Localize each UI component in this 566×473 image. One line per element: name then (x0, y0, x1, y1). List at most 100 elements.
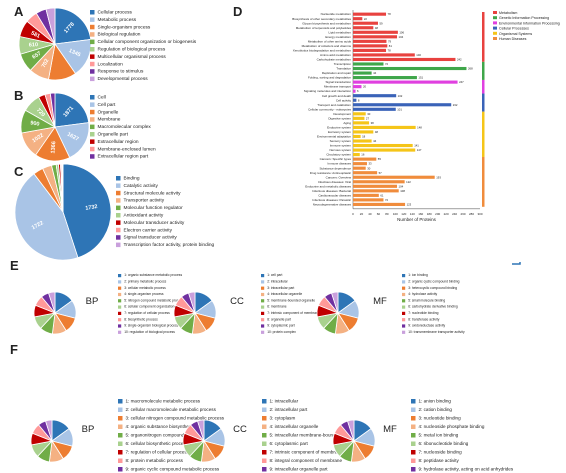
legend-swatch (116, 198, 121, 203)
bar (353, 134, 361, 139)
bar-value-label: 81 (389, 44, 393, 48)
legend-label: Response to stimulus (98, 69, 144, 75)
category-label: Lipid metabolism (328, 30, 351, 34)
pie-title: CC (233, 424, 247, 435)
legend-swatch (261, 299, 265, 303)
legend-swatch (261, 318, 265, 322)
legend-swatch (262, 441, 267, 446)
pie-slice (45, 419, 53, 442)
bar (353, 139, 372, 143)
corner-mark (512, 262, 521, 265)
category-label: Aging (343, 121, 351, 125)
legend-swatch (118, 305, 122, 309)
legend-swatch (262, 399, 267, 404)
bar (353, 193, 379, 197)
legend-swatch (90, 132, 95, 137)
bar (353, 180, 405, 184)
category-label: Metabolism of terpenoids and polyketides (296, 26, 352, 30)
bar-value-label: 242 (457, 58, 462, 62)
category-label: Endocrine and metabolic diseases (305, 184, 351, 188)
pie-slice (54, 92, 90, 128)
bar-value-label: 151 (418, 76, 423, 80)
bar-value-label: 78 (388, 12, 392, 16)
legend-label: 4: intracellular organelle (270, 424, 319, 429)
x-tick-label: 260 (461, 212, 466, 216)
bar-value-label: 104 (399, 35, 404, 39)
group-band (482, 12, 485, 62)
legend-swatch (402, 324, 406, 328)
legend-label: Cellular Processes (499, 27, 529, 31)
legend-swatch (402, 292, 406, 297)
category-label: Circulatory system (326, 153, 351, 157)
pie-slice (54, 7, 92, 45)
legend-label: 9: organic cyclic compound metabolic pro… (126, 467, 220, 472)
legend-label: Developmental process (98, 76, 149, 82)
bar-value-label: 72 (385, 62, 389, 66)
legend-label: 4: nucleoside phosphate binding (419, 424, 485, 429)
legend-label: Cell part (98, 102, 117, 108)
legend-label: Binding (124, 176, 140, 182)
bar-value-label: 59 (379, 21, 383, 25)
category-label: Substance dependence (319, 166, 351, 170)
bar-value-label: 44 (373, 71, 377, 75)
legend-label: 10: regulation of biological process (124, 330, 175, 334)
pie-value-label: 610 (29, 42, 38, 48)
bar-value-label: 20 (363, 85, 367, 89)
legend-5: 1: cell part 2: intracellular 3: intracell… (261, 273, 320, 334)
legend-swatch (118, 399, 123, 404)
panel-label-a: A (14, 4, 24, 19)
panel-label-f: F (10, 342, 18, 357)
bar (353, 175, 435, 179)
legend-label: 5: organonitrogen compound metabolic pro… (126, 433, 224, 438)
legend-swatch (118, 286, 122, 290)
bar (353, 162, 367, 166)
legend-label: Biological regulation (98, 32, 141, 38)
bar-value-label: 101 (397, 107, 402, 111)
legend-label: 9: cytoplasmic part (267, 324, 295, 328)
category-label: Energy metabolism (325, 35, 351, 39)
bar-value-label: 55 (378, 157, 382, 161)
pie-value-label: 900 (30, 120, 40, 127)
category-label: Nervous system (329, 148, 351, 152)
bar (353, 21, 378, 25)
bar (353, 66, 467, 71)
category-label: Cell growth and death (322, 94, 352, 98)
pie-chart-4 (33, 291, 77, 335)
legend-label: Multicellular organismal process (98, 54, 167, 60)
legend-label: 6: cellular biosynthetic process (126, 441, 189, 446)
legend-label: 1: intracellular (270, 399, 299, 404)
bar (353, 148, 416, 152)
legend-label: 10: protein complex (267, 330, 296, 334)
x-tick-label: 140 (410, 212, 415, 216)
x-tick-label: 0 (352, 212, 354, 216)
bar-value-label: 148 (417, 125, 422, 129)
legend-label: Membrane-enclosed lumen (98, 146, 156, 152)
legend-label: 1: macromolecule metabolic process (126, 399, 201, 404)
legend-swatch (90, 24, 95, 30)
legend-label: 8: biosynthetic process (124, 317, 158, 321)
legend-label: Cellular process (98, 10, 133, 16)
bar-value-label: 61 (380, 193, 384, 197)
legend-label: 7: regulation of cellular process (124, 311, 170, 315)
pie-slice (49, 92, 56, 128)
category-label: Amino acid metabolism (320, 53, 352, 57)
panel-label-b: B (14, 88, 23, 103)
pie-value-label: 1722 (31, 220, 45, 231)
bar (353, 76, 417, 80)
category-label: Sensory system (330, 139, 352, 143)
legend-label: 9: oxidoreductase activity (408, 324, 445, 328)
legend-label: Signal transducer activity (124, 235, 178, 241)
bar (353, 107, 396, 111)
legend-label: Metabolism (499, 11, 517, 15)
legend-label: 9: hydrolase activity, acting on acid an… (419, 467, 514, 472)
x-tick-label: 80 (385, 212, 389, 216)
legend-4: 1: organic substance metabolic process 2:… (118, 273, 184, 334)
legend-swatch (261, 330, 265, 334)
legend-swatch (411, 441, 416, 446)
bar (353, 121, 370, 125)
bar (353, 89, 356, 93)
legend-label: Macromolecular complex (98, 124, 152, 130)
